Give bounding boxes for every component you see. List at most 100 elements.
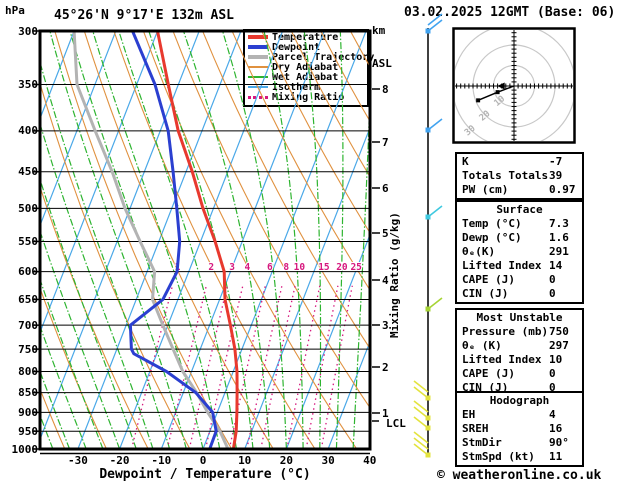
wind-barb-feather	[413, 406, 429, 419]
panel-row: CIN (J) 0	[457, 287, 582, 301]
wind-barb-feather	[427, 205, 443, 218]
hodograph-trace-marker	[495, 90, 500, 95]
panel-header: Hodograph	[489, 394, 550, 407]
pressure-tick-label: 900	[18, 405, 38, 419]
temp-tick-label: 30	[321, 454, 335, 467]
legend-swatch-wet-adiabat	[248, 76, 268, 78]
panel-row-value: 0	[549, 287, 556, 300]
panel-row-label: Lifted Index	[462, 353, 542, 366]
dry-adiabat-line	[0, 31, 23, 449]
panel-row-label: Pressure (mb)	[462, 325, 549, 338]
isotherm-line	[286, 235, 369, 448]
plot-frame-group	[33, 29, 380, 455]
panel-row: PW (cm) 0.97	[457, 183, 582, 197]
wind-barb-feather	[413, 386, 429, 399]
km-axis-title: km ASL	[372, 3, 392, 80]
isotherm-line	[119, 32, 283, 448]
isotherm-line	[77, 32, 242, 448]
km-axis-title-line1: km	[372, 24, 386, 37]
panel-row-value: 16	[549, 422, 563, 435]
wet-adiabat-line	[41, 280, 104, 448]
panel-row: Totals Totals 39	[457, 169, 582, 183]
isotherm-line	[0, 31, 32, 449]
pressure-tick-label: 450	[18, 165, 38, 179]
temp-tick-label: -10	[151, 454, 172, 467]
wet-adiabat-line	[0, 31, 20, 449]
pressure-tick-label: 550	[18, 234, 38, 248]
panel-row-value: 11	[549, 450, 563, 463]
indices-panel: Surface Temp (°C) 7.3 Dewp (°C) 1.6 θₑ(K) 291 L…	[455, 200, 584, 304]
panel-row-value: 291	[549, 245, 569, 258]
plot-border	[38, 29, 372, 451]
pressure-tick-label: 600	[18, 265, 38, 279]
km-tick-label: 2	[382, 360, 389, 374]
isotherm-line	[41, 32, 117, 225]
mixing-ratio-line	[286, 285, 321, 448]
wet-adiabat-line	[0, 31, 36, 449]
wet-adiabat-line	[41, 63, 170, 448]
mixing-ratio-value-label: 4	[245, 262, 251, 273]
legend-swatch-mixing-ratio	[248, 95, 268, 99]
wet-adiabat-line	[263, 32, 304, 448]
panel-row: EH 4	[457, 408, 582, 422]
pressure-tick-label: 950	[18, 424, 38, 438]
panel-row-label: θₑ (K)	[462, 339, 502, 352]
wind-barb	[413, 380, 431, 401]
panel-row-value: 0.97	[549, 183, 576, 196]
legend-item: Dry Adiabat	[248, 62, 367, 73]
panel-row-value: 90°	[549, 436, 569, 449]
mixing-ratio-value-label: 8	[283, 262, 289, 273]
dry-adiabat-line	[41, 289, 107, 448]
pressure-tick-label: 1000	[11, 442, 39, 456]
wind-barb-feather	[427, 13, 443, 26]
panel-row: SREH 16	[457, 422, 582, 436]
panel-row-value: -7	[549, 155, 563, 168]
panel-row-label: StmSpd (kt)	[462, 450, 535, 463]
isotherm-line	[41, 32, 158, 332]
dewpoint-curve	[128, 32, 218, 448]
legend-label: Parcel Trajectory	[272, 51, 375, 63]
panel-row-value: 0	[549, 367, 556, 380]
panel-row: K -7	[457, 155, 582, 169]
panel-row: Lifted Index 10	[457, 353, 582, 367]
legend-item: Mixing Ratio	[248, 92, 367, 103]
wet-adiabat-line	[41, 372, 70, 448]
temp-tick-label: 10	[238, 454, 252, 467]
pressure-tick-label: 800	[18, 365, 38, 379]
wind-barb	[413, 400, 431, 421]
panel-row: θₑ(K) 291	[457, 245, 582, 259]
panel-row-label: EH	[462, 408, 476, 421]
pressure-tick-label: 500	[18, 201, 38, 215]
pressure-tick-label: 400	[18, 124, 38, 138]
panel-row: StmDir 90°	[457, 436, 582, 450]
dry-adiabat-line	[231, 32, 369, 290]
panel-row-value: 10	[549, 353, 563, 366]
panel-row: θₑ (K) 297	[457, 339, 582, 353]
isotherm-line	[202, 32, 367, 448]
legend-item: Wet Adiabat	[248, 71, 367, 83]
wind-barb-feather	[427, 19, 443, 32]
page-title: 45°26'N 9°17'E 132m ASL	[54, 8, 235, 23]
panel-row: Lifted Index 14	[457, 259, 582, 273]
pressure-tick-label: 850	[18, 386, 38, 400]
wet-adiabat-line	[183, 32, 271, 448]
legend-swatch-dry-adiabat	[248, 66, 268, 68]
legend-label: Wet Adiabat	[272, 71, 339, 83]
mixing-ratio-value-label: 10	[294, 262, 306, 273]
copyright-footer: © weatheronline.co.uk	[437, 468, 602, 483]
panel-row-label: CAPE (J)	[462, 367, 515, 380]
pressure-tick-label: 350	[18, 78, 38, 92]
temp-tick-label: -30	[67, 454, 88, 467]
wet-adiabat-line	[335, 32, 344, 448]
legend-swatch-dewpoint	[248, 45, 268, 49]
panel-row-value: 0	[549, 381, 556, 394]
pressure-unit-label: hPa	[5, 4, 25, 17]
dry-adiabat-line	[261, 32, 369, 233]
temperature-curve	[156, 32, 239, 448]
wind-barb	[413, 431, 431, 458]
wind-barb-feather	[413, 400, 429, 413]
mixing-ratio-line	[188, 285, 228, 448]
panel-row-label: Lifted Index	[462, 259, 542, 272]
wet-adiabat-line	[41, 180, 137, 448]
